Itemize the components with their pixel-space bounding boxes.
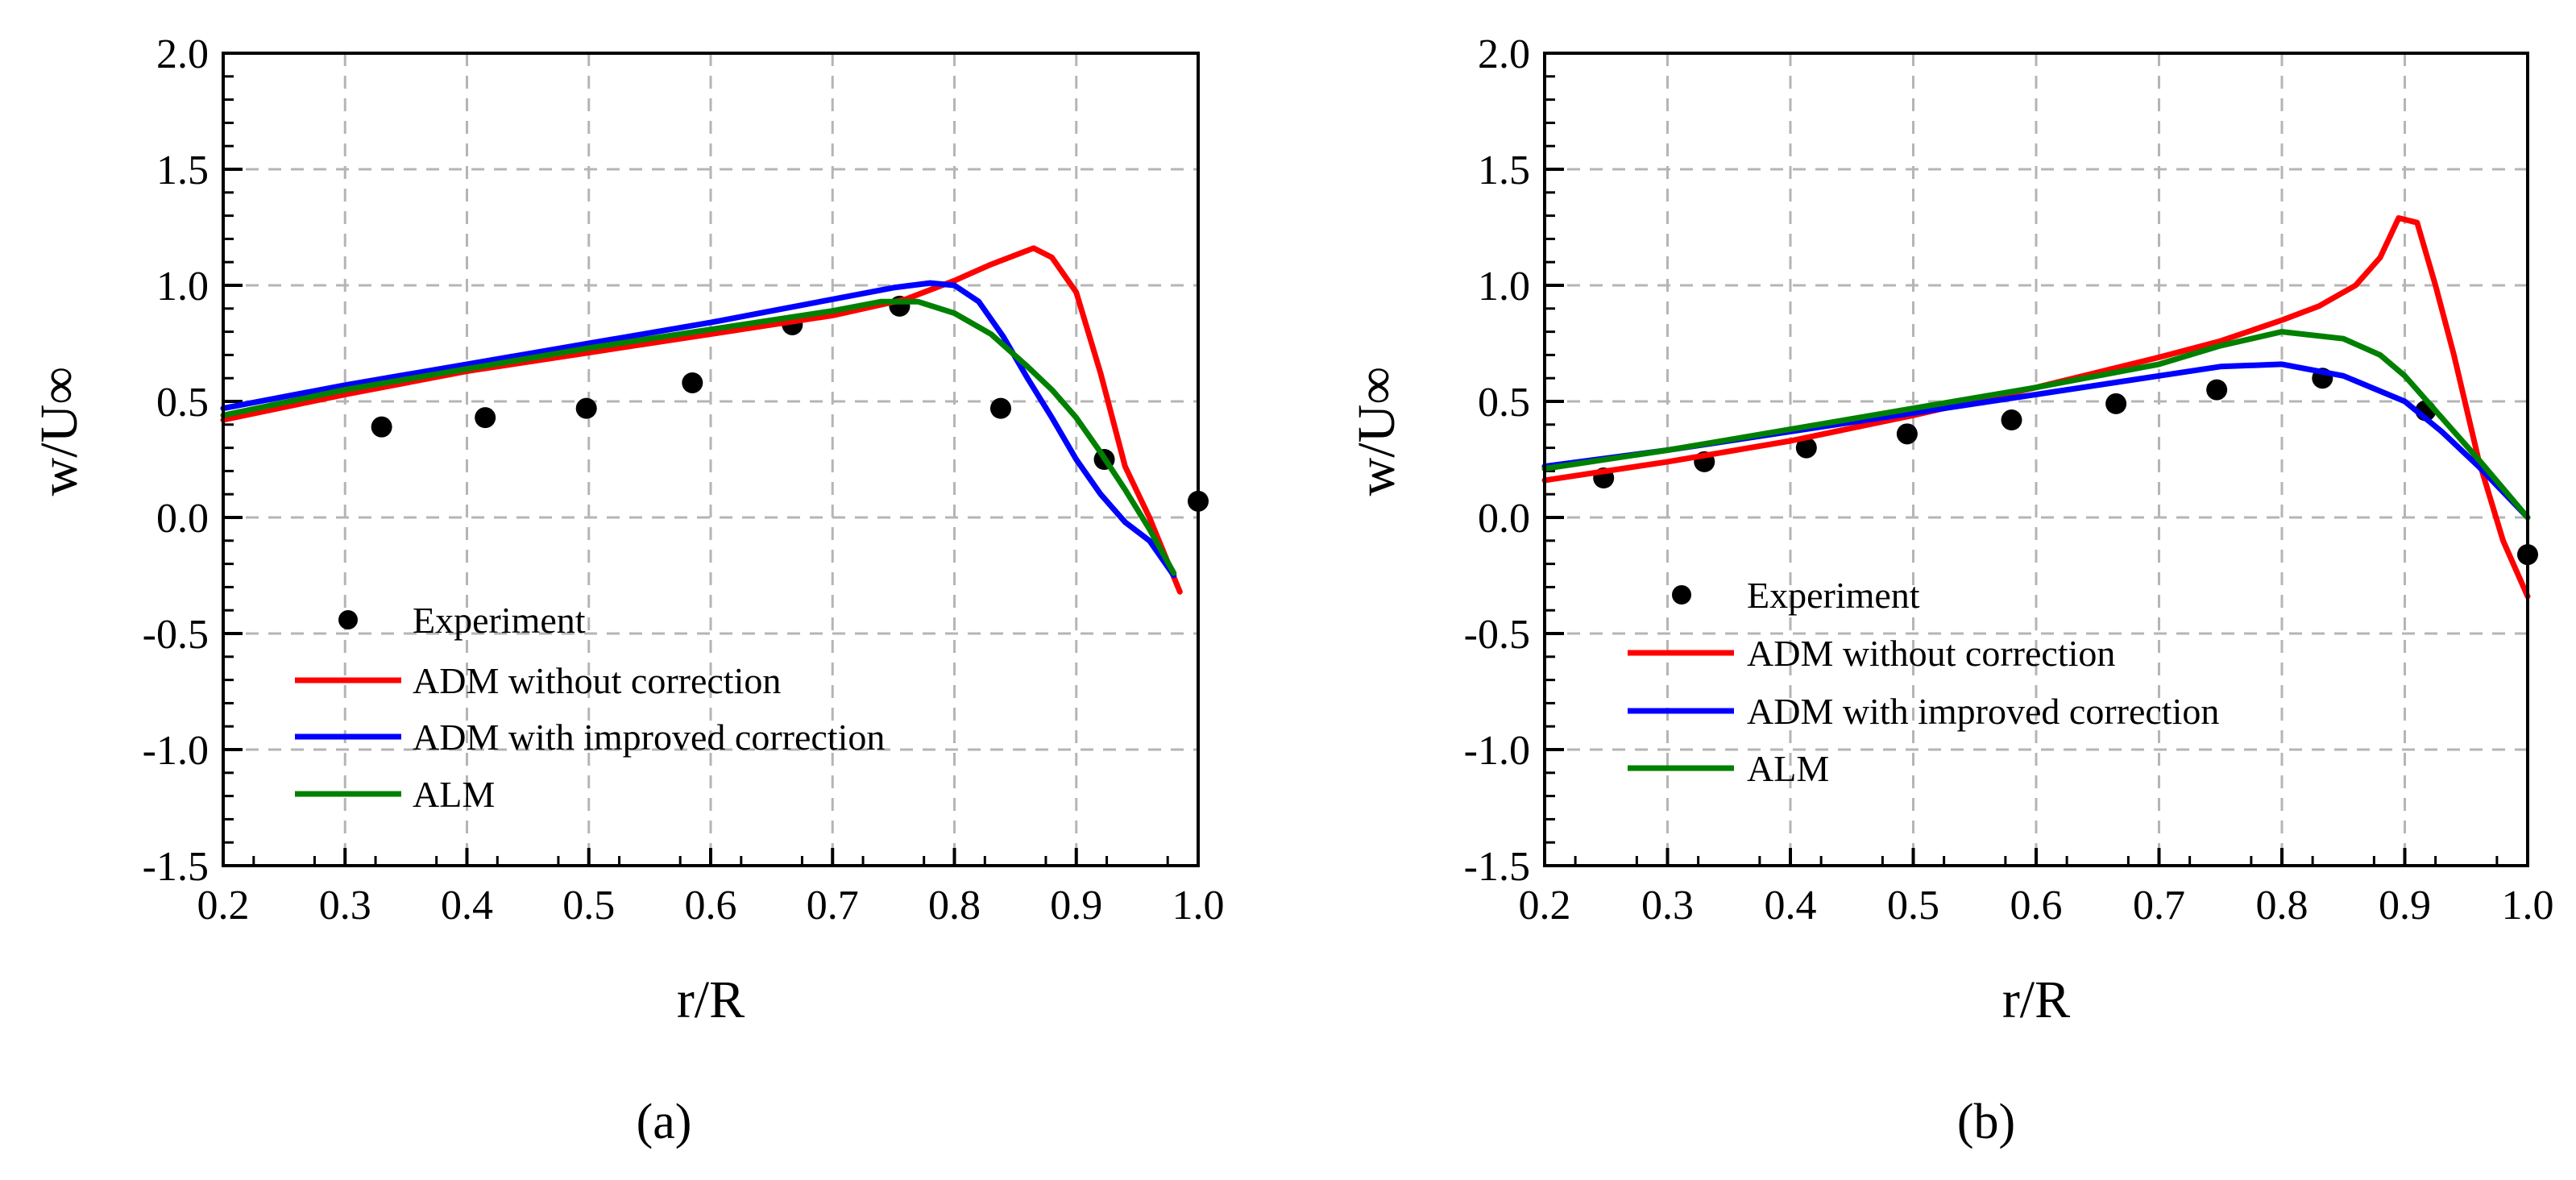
- x-axis-title-panel-a: r/R: [677, 970, 745, 1029]
- legend-marker-experiment-a: [338, 610, 358, 629]
- y-tick-label-b: 1.5: [1478, 148, 1530, 193]
- x-tick-label-b: 0.7: [2133, 883, 2185, 929]
- point-experiment-a: [575, 397, 597, 419]
- panel-label-b: (b): [1957, 1095, 2015, 1149]
- legend-label-experiment-b: Experiment: [1747, 575, 1920, 616]
- legend-panel-b: Experiment ADM without correction ADM wi…: [1628, 575, 2219, 789]
- legend-label-adm-no-correction-b: ADM without correction: [1747, 633, 2115, 674]
- point-experiment-a: [475, 407, 496, 429]
- point-experiment-b: [1795, 437, 1817, 459]
- x-tick-label-b: 0.3: [1641, 883, 1694, 929]
- x-tick-label-a: 0.5: [562, 883, 615, 929]
- grid-panel-b: [1545, 53, 2528, 866]
- x-tick-label-b: 0.4: [1765, 883, 1817, 929]
- x-tick-label-a: 0.7: [807, 883, 859, 929]
- x-tick-label-a: 1.0: [1172, 883, 1225, 929]
- legend-label-adm-improved-b: ADM with improved correction: [1747, 691, 2219, 732]
- line-adm-without-correction-a: [220, 245, 1183, 595]
- legend-label-adm-no-correction-a: ADM without correction: [413, 660, 781, 701]
- y-tick-label-b: 0.5: [1478, 380, 1530, 426]
- panel-a: 0.2 0.3 0.4 0.5 0.6 0.7 0.8 0.9 1.0 -1.5 -1.0 -0.5 0…: [30, 31, 1225, 1149]
- x-tick-label-b: 0.8: [2256, 883, 2308, 929]
- plot-frame-panel-a: [222, 52, 1200, 867]
- x-tick-label-a: 0.6: [685, 883, 737, 929]
- point-experiment-b: [1896, 423, 1918, 445]
- point-experiment-a: [371, 416, 392, 438]
- point-experiment-a: [682, 372, 703, 393]
- y-tick-label-a: -1.0: [143, 728, 209, 774]
- point-experiment-b: [2206, 379, 2228, 401]
- y-tick-label-a: -0.5: [143, 612, 209, 658]
- grid-panel-a: [223, 53, 1198, 866]
- y-tick-label-b: -1.0: [1464, 728, 1530, 774]
- point-experiment-a: [989, 397, 1011, 419]
- y-axis-title-panel-b: w/U∞: [1347, 367, 1406, 497]
- y-tick-label-a: 0.0: [156, 496, 209, 542]
- x-tick-label-b: 0.6: [2010, 883, 2063, 929]
- line-adm-without-correction-b: [1541, 215, 2531, 600]
- y-tick-label-b: 0.0: [1478, 496, 1530, 542]
- y-tick-label-b: -0.5: [1464, 612, 1530, 658]
- x-tick-label-a: 0.4: [441, 883, 493, 929]
- x-tick-label-b: 0.2: [1519, 883, 1571, 929]
- series-panel-a: [220, 245, 1209, 595]
- y-tick-label-a: -1.5: [143, 844, 209, 890]
- line-adm-with-improved-correction-a: [220, 280, 1177, 579]
- y-tick-label-a: 2.0: [156, 31, 209, 77]
- line-alm-a: [220, 298, 1177, 576]
- point-experiment-b: [2001, 409, 2022, 431]
- x-axis-title-panel-b: r/R: [2002, 970, 2070, 1029]
- line-alm-b: [1541, 329, 2531, 521]
- legend-label-alm-a: ALM: [413, 774, 495, 815]
- plot-frame-panel-b: [1543, 52, 2529, 867]
- legend-label-alm-b: ALM: [1747, 748, 1829, 789]
- legend-label-adm-improved-a: ADM with improved correction: [413, 717, 885, 758]
- x-tick-label-a: 0.8: [928, 883, 981, 929]
- panel-label-a: (a): [637, 1095, 692, 1149]
- x-tick-label-b: 0.9: [2379, 883, 2431, 929]
- y-tick-label-a: 1.0: [156, 264, 209, 310]
- y-axis-title-panel-a: w/U∞: [30, 367, 89, 497]
- series-panel-b: [1541, 215, 2538, 600]
- y-tick-label-b: 2.0: [1478, 31, 1530, 77]
- legend-marker-experiment-b: [1672, 585, 1691, 605]
- tick-labels-panel-b: 0.2 0.3 0.4 0.5 0.6 0.7 0.8 0.9 1.0 -1.5 -1.0 -0.5 0…: [1464, 31, 2554, 929]
- y-tick-label-a: 1.5: [156, 148, 209, 193]
- legend-panel-a: Experiment ADM without correction ADM wi…: [295, 600, 885, 815]
- x-tick-label-a: 0.9: [1050, 883, 1102, 929]
- x-tick-label-b: 1.0: [2502, 883, 2554, 929]
- x-tick-label-a: 0.3: [319, 883, 371, 929]
- x-tick-label-a: 0.2: [197, 883, 250, 929]
- y-tick-label-b: -1.5: [1464, 844, 1530, 890]
- x-tick-label-b: 0.5: [1887, 883, 1939, 929]
- y-tick-label-a: 0.5: [156, 380, 209, 426]
- point-experiment-b: [2105, 393, 2127, 414]
- panel-b: 0.2 0.3 0.4 0.5 0.6 0.7 0.8 0.9 1.0 -1.5 -1.0 -0.5 0…: [1347, 31, 2554, 1149]
- legend-label-experiment-a: Experiment: [413, 600, 586, 641]
- y-tick-label-b: 1.0: [1478, 264, 1530, 310]
- tick-labels-panel-a: 0.2 0.3 0.4 0.5 0.6 0.7 0.8 0.9 1.0 -1.5 -1.0 -0.5 0…: [143, 31, 1225, 929]
